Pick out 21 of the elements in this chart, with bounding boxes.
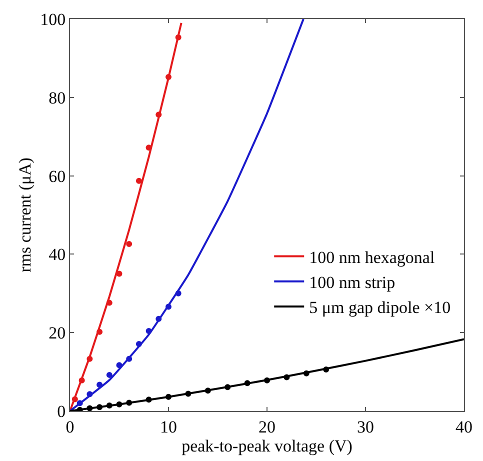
line-series [70, 338, 464, 411]
y-axis-title: rms current (μA) [16, 158, 35, 272]
point [106, 372, 112, 378]
line-series [70, 19, 304, 411]
y-tick-label: 40 [48, 245, 66, 264]
x-axis-title: peak-to-peak voltage (V) [182, 436, 352, 456]
x-tick-label: 20 [258, 417, 276, 436]
x-tick-label: 30 [357, 417, 374, 436]
y-tick-label: 100 [40, 10, 66, 29]
point [136, 178, 142, 184]
legend-label: 100 nm hexagonal [309, 248, 435, 267]
y-tick-label: 0 [57, 402, 66, 421]
y-tick-label: 20 [48, 324, 66, 343]
point [126, 241, 132, 248]
line-series [70, 22, 182, 411]
x-tick-label: 40 [456, 417, 472, 436]
y-tick-label: 80 [48, 88, 66, 108]
y-tick-label: 60 [48, 166, 66, 186]
legend-label: 100 nm strip [309, 273, 396, 292]
legend-label: 5 μm gap dipole ×10 [309, 298, 451, 318]
x-tick-label: 10 [160, 417, 177, 436]
